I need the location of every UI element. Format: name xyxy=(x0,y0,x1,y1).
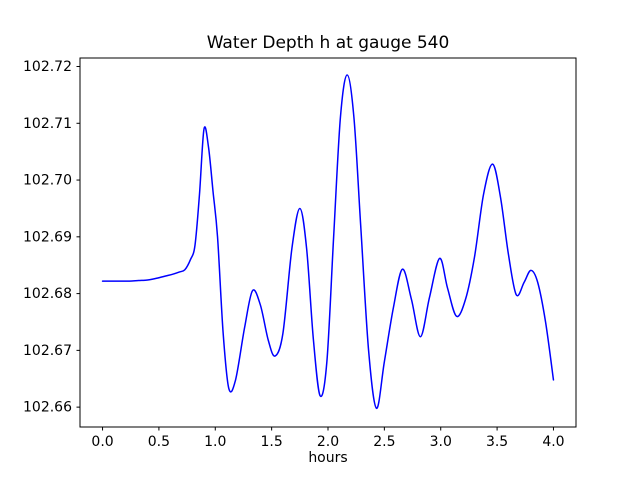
x-tick-label: 4.0 xyxy=(542,434,564,450)
chart-title: Water Depth h at gauge 540 xyxy=(207,33,450,53)
y-tick-label: 102.71 xyxy=(23,116,72,132)
x-tick-label: 1.0 xyxy=(204,434,226,450)
series-line-water-depth-h xyxy=(101,74,555,410)
x-tick-label: 0.5 xyxy=(148,434,170,450)
y-tick-label: 102.67 xyxy=(23,343,72,359)
y-tick-label: 102.68 xyxy=(23,286,72,302)
x-tick-label: 3.0 xyxy=(430,434,452,450)
x-tick-label: 2.5 xyxy=(373,434,395,450)
y-tick-label: 102.70 xyxy=(23,173,72,189)
plot-frame xyxy=(79,57,577,428)
x-tick-label: 1.5 xyxy=(261,434,283,450)
y-tick-label: 102.66 xyxy=(23,400,72,416)
x-axis-label: hours xyxy=(308,450,347,466)
x-tick-label: 2.0 xyxy=(317,434,339,450)
y-tick-label: 102.72 xyxy=(23,59,72,75)
y-tick-label: 102.69 xyxy=(23,229,72,245)
x-tick-label: 0.0 xyxy=(91,434,113,450)
x-tick-label: 3.5 xyxy=(486,434,508,450)
